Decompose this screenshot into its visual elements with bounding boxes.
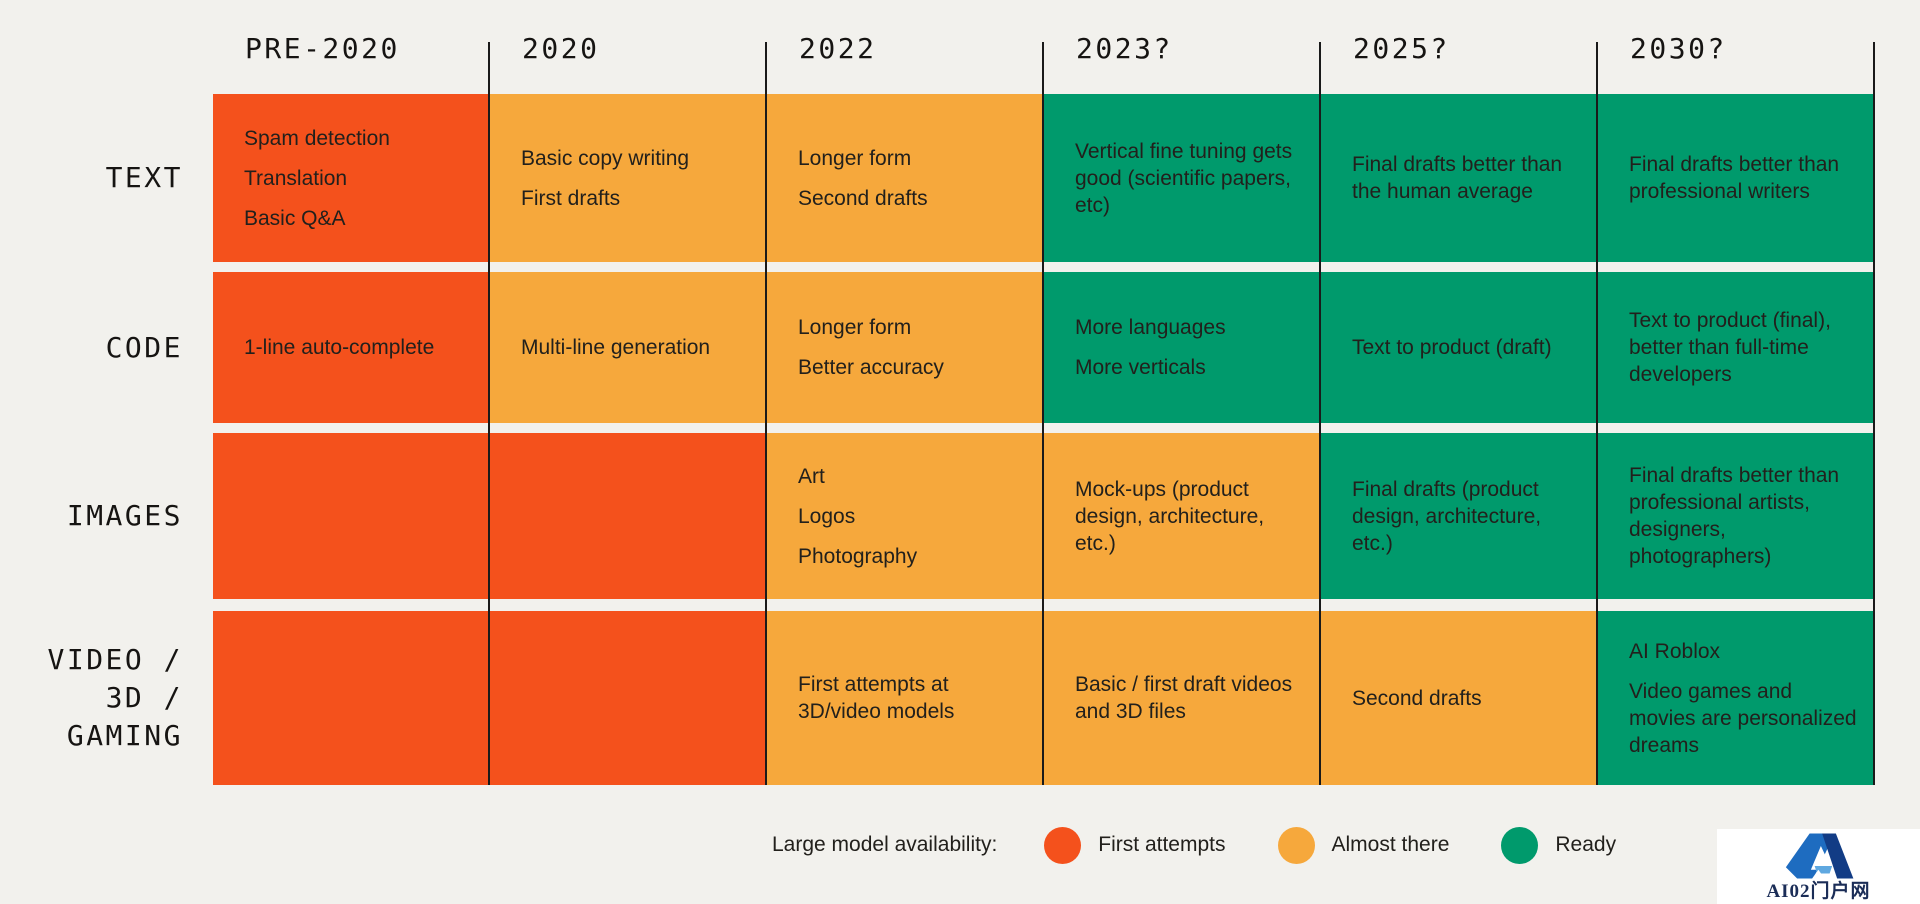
table-cell: Vertical fine tuning gets good (scientif…: [1044, 94, 1321, 262]
cell-item: Translation: [244, 166, 348, 190]
table-cell: Mock-ups (product design, architecture, …: [1044, 433, 1321, 599]
cell-item: 1-line auto-complete: [244, 336, 435, 359]
cell-item: Final drafts better than the human avera…: [1352, 153, 1563, 203]
blue-letter-a-logo: [1785, 833, 1853, 879]
table-cell: Final drafts better than professional wr…: [1598, 94, 1875, 262]
table-cell: [213, 433, 490, 599]
table-cell: Longer form Second drafts: [767, 94, 1044, 262]
table-cell: [490, 611, 767, 785]
cell-item: More languages: [1075, 316, 1226, 339]
legend-item-ready: Ready: [1501, 826, 1617, 864]
almost-there-dot-icon: [1277, 826, 1315, 864]
column-header: 2025?: [1353, 32, 1450, 65]
cell-item: Basic / first draft videos and 3D files: [1075, 673, 1293, 723]
table-cell: Longer form Better accuracy: [767, 272, 1044, 423]
row-label-line: VIDEO /: [47, 643, 183, 676]
watermark-text: AI02门户网: [1766, 881, 1871, 902]
cell-item: Better accuracy: [798, 356, 944, 379]
cell-item: Logos: [798, 504, 856, 528]
column-header: 2023?: [1076, 32, 1173, 65]
column-header: PRE-2020: [245, 32, 400, 65]
table-cell: [490, 433, 767, 599]
table-cell: More languages More verticals: [1044, 272, 1321, 423]
legend-item-label: Ready: [1555, 833, 1617, 856]
row-label: VIDEO / 3D / GAMING: [0, 611, 183, 785]
column-divider-line: [1319, 42, 1321, 785]
first-attempts-dot-icon: [1044, 826, 1082, 864]
cell-item: First attempts at 3D/video models: [798, 673, 955, 723]
cell-item: Video games and movies are personalized …: [1629, 679, 1857, 757]
column-divider-line: [1873, 42, 1875, 785]
legend-item-first-attempts: First attempts: [1044, 826, 1226, 864]
column-header: 2022: [799, 32, 877, 65]
watermark: AI02门户网: [1717, 829, 1920, 904]
cell-item: Second drafts: [1352, 686, 1482, 710]
table-cell: Final drafts (product design, architectu…: [1321, 433, 1598, 599]
column-divider-line: [1596, 42, 1598, 785]
table-cell: First attempts at 3D/video models: [767, 611, 1044, 785]
cell-item: First drafts: [521, 186, 621, 210]
cell-item: Multi-line generation: [521, 336, 711, 359]
row-label-line: CODE: [105, 330, 183, 364]
legend: Large model availability: First attempts…: [772, 824, 1616, 866]
table-cell: Final drafts better than professional ar…: [1598, 433, 1875, 599]
cell-item: Text to product (final), better than ful…: [1629, 309, 1831, 386]
column-divider-line: [1042, 42, 1044, 785]
cell-item: Basic Q&A: [244, 206, 346, 230]
row-label: CODE: [0, 272, 183, 423]
table-cell: Text to product (final), better than ful…: [1598, 272, 1875, 423]
column-divider-line: [488, 42, 490, 785]
cell-item: Final drafts better than professional ar…: [1629, 464, 1840, 568]
column-header: 2020: [522, 32, 600, 65]
legend-title: Large model availability:: [772, 833, 998, 856]
cell-item: More verticals: [1075, 356, 1206, 379]
column-divider-line: [765, 42, 767, 785]
cell-item: Photography: [798, 544, 918, 568]
row-label: IMAGES: [0, 433, 183, 599]
column-header: 2030?: [1630, 32, 1727, 65]
ready-dot-icon: [1501, 826, 1539, 864]
cell-item: Vertical fine tuning gets good (scientif…: [1075, 139, 1293, 217]
cell-item: AI Roblox: [1629, 639, 1721, 663]
table-cell: AI Roblox Video games and movies are pers…: [1598, 611, 1875, 785]
table-cell: Final drafts better than the human avera…: [1321, 94, 1598, 262]
cell-item: Text to product (draft): [1352, 336, 1552, 359]
cell-item: Longer form: [798, 316, 912, 339]
table-cell: Basic copy writing First drafts: [490, 94, 767, 262]
table-cell: Multi-line generation: [490, 272, 767, 423]
table-cell: Second drafts: [1321, 611, 1598, 785]
table-cell: [213, 611, 490, 785]
table-cell: Art Logos Photography: [767, 433, 1044, 599]
cell-item: Second drafts: [798, 186, 928, 210]
table-cell: Spam detection Translation Basic Q&A: [213, 94, 490, 262]
cell-item: Art: [798, 464, 825, 488]
row-label-line: GAMING: [66, 719, 183, 752]
legend-item-almost-there: Almost there: [1277, 826, 1450, 864]
row-label: TEXT: [0, 94, 183, 262]
row-label-line: 3D /: [105, 681, 183, 714]
legend-item-label: Almost there: [1331, 833, 1450, 856]
table-cell: 1-line auto-complete: [213, 272, 490, 423]
cell-item: Longer form: [798, 146, 912, 170]
cell-item: Basic copy writing: [521, 146, 690, 170]
table-cell: Basic / first draft videos and 3D files: [1044, 611, 1321, 785]
legend-item-label: First attempts: [1098, 833, 1226, 856]
cell-item: Final drafts (product design, architectu…: [1352, 477, 1542, 555]
cell-item: Spam detection: [244, 126, 390, 150]
table-cell: Text to product (draft): [1321, 272, 1598, 423]
cell-item: Final drafts better than professional wr…: [1629, 153, 1840, 203]
row-label-line: TEXT: [105, 161, 183, 194]
row-label-line: IMAGES: [66, 499, 183, 532]
cell-item: Mock-ups (product design, architecture, …: [1075, 477, 1265, 555]
